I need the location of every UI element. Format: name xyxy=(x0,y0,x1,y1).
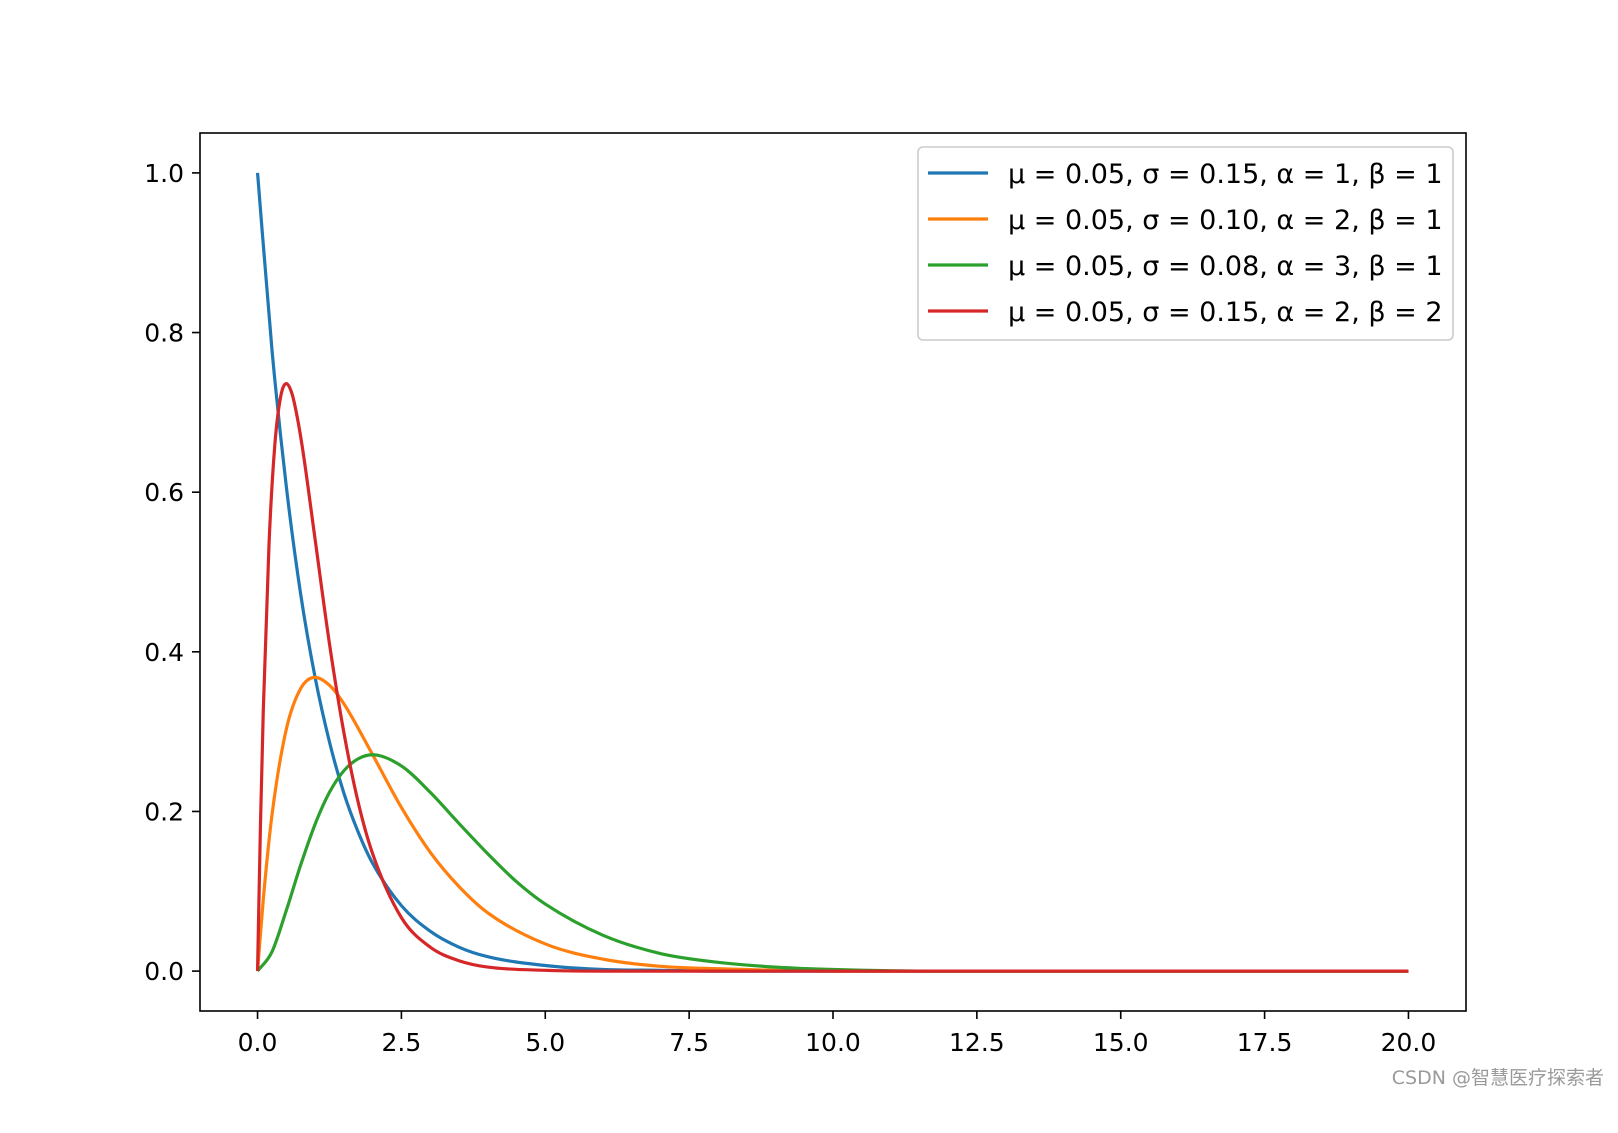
legend-label-4: μ = 0.05, σ = 0.15, α = 2, β = 2 xyxy=(1008,297,1443,328)
series-line-2 xyxy=(255,675,1409,973)
plot-area xyxy=(255,172,1409,973)
series-line-4 xyxy=(255,382,1409,973)
y-tick-label: 0.2 xyxy=(144,797,184,826)
x-tick-label: 12.5 xyxy=(949,1028,1005,1057)
y-tick-label: 0.8 xyxy=(144,319,184,348)
legend-label-1: μ = 0.05, σ = 0.15, α = 1, β = 1 xyxy=(1008,159,1443,190)
x-tick-label: 0.0 xyxy=(238,1028,278,1057)
legend-box xyxy=(917,146,1454,341)
watermark: CSDN @智慧医疗探索者 xyxy=(1391,1067,1604,1089)
x-tick-label: 20.0 xyxy=(1381,1028,1437,1057)
y-tick-label: 0.0 xyxy=(144,957,184,986)
x-tick-label: 5.0 xyxy=(525,1028,565,1057)
y-tick-label: 1.0 xyxy=(144,159,184,188)
x-tick-label: 2.5 xyxy=(382,1028,422,1057)
y-tick-label: 0.4 xyxy=(144,638,184,667)
x-tick-label: 17.5 xyxy=(1237,1028,1293,1057)
axes: 0.0 2.5 5.0 7.5 10.0 12.5 15.0 17.5 20.0 0.0 0.2 0.… xyxy=(144,132,1467,1057)
legend: μ = 0.05, σ = 0.15, α = 1, β = 1 μ = 0.05… xyxy=(917,146,1454,341)
x-tick-label: 10.0 xyxy=(805,1028,861,1057)
y-tick-label: 0.6 xyxy=(144,478,184,507)
x-tick-label: 7.5 xyxy=(669,1028,709,1057)
x-tick-label: 15.0 xyxy=(1093,1028,1149,1057)
legend-label-2: μ = 0.05, σ = 0.10, α = 2, β = 1 xyxy=(1008,205,1443,236)
legend-label-3: μ = 0.05, σ = 0.08, α = 3, β = 1 xyxy=(1008,251,1443,282)
series-line-3 xyxy=(256,753,1409,973)
